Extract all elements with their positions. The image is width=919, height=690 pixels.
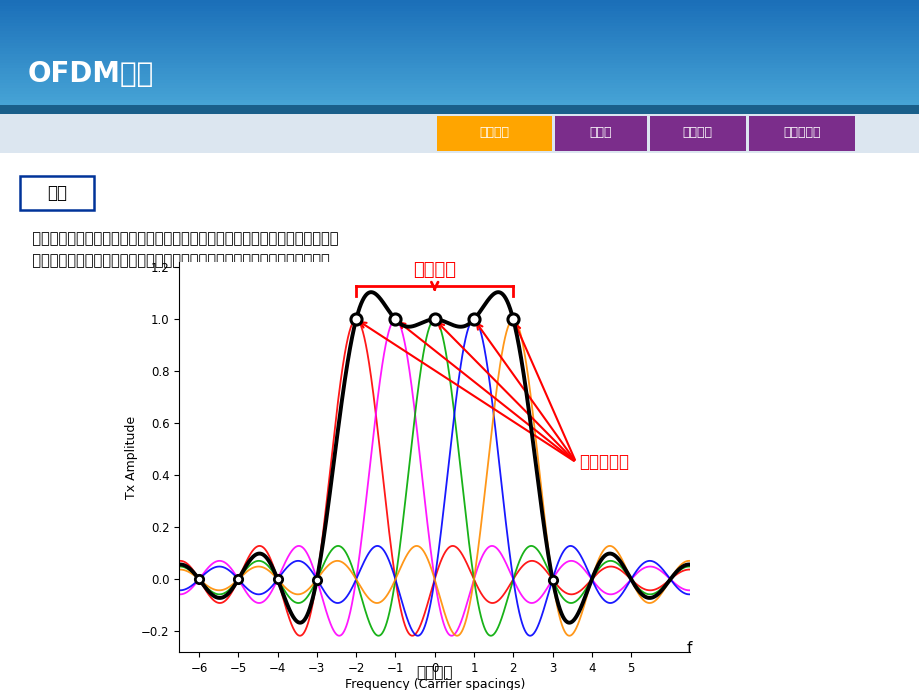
Bar bbox=[0, 79, 919, 83]
Bar bbox=[0, 51, 919, 54]
Bar bbox=[0, 17, 919, 20]
Bar bbox=[0, 34, 919, 37]
Bar bbox=[0, 14, 919, 17]
Text: OFDM概述: OFDM概述 bbox=[28, 60, 153, 88]
Bar bbox=[0, 26, 919, 28]
Text: 物理信道: 物理信道 bbox=[682, 126, 712, 139]
Bar bbox=[0, 94, 919, 97]
Bar bbox=[0, 99, 919, 103]
Bar bbox=[0, 74, 919, 77]
Text: 关键技术: 关键技术 bbox=[479, 126, 509, 139]
Bar bbox=[748, 116, 854, 151]
Bar bbox=[0, 77, 919, 80]
Bar bbox=[0, 111, 919, 114]
Bar bbox=[0, 97, 919, 99]
Bar bbox=[0, 3, 919, 6]
Bar bbox=[0, 57, 919, 60]
X-axis label: Frequency (Carrier spacings): Frequency (Carrier spacings) bbox=[344, 678, 525, 690]
Text: 概念: 概念 bbox=[47, 184, 67, 202]
Bar bbox=[0, 106, 919, 108]
Bar bbox=[20, 176, 94, 210]
Text: f: f bbox=[686, 640, 691, 656]
Bar bbox=[0, 48, 919, 51]
Bar bbox=[0, 8, 919, 11]
Bar bbox=[0, 11, 919, 14]
Bar bbox=[0, 83, 919, 86]
Bar bbox=[0, 66, 919, 68]
Bar bbox=[649, 116, 745, 151]
Bar bbox=[0, 105, 919, 114]
Bar bbox=[437, 116, 551, 151]
Text: 宽频信道: 宽频信道 bbox=[413, 261, 456, 279]
Text: 频域波形: 频域波形 bbox=[416, 665, 452, 680]
Bar bbox=[0, 23, 919, 26]
Bar bbox=[0, 46, 919, 48]
Bar bbox=[0, 91, 919, 94]
Y-axis label: Tx Amplitude: Tx Amplitude bbox=[125, 415, 138, 499]
Bar bbox=[0, 43, 919, 46]
Bar bbox=[0, 108, 919, 111]
Bar bbox=[0, 31, 919, 34]
Bar bbox=[0, 6, 919, 8]
Text: 将高速数据信号转换成并行的低速子数据流，调制到每个子信道上进行传输。: 将高速数据信号转换成并行的低速子数据流，调制到每个子信道上进行传输。 bbox=[23, 253, 329, 268]
Text: 正交频分复用技术，多载波调制的一种。将一个宽频信道分成若干正交子信道，: 正交频分复用技术，多载波调制的一种。将一个宽频信道分成若干正交子信道， bbox=[23, 232, 338, 246]
Bar bbox=[0, 40, 919, 43]
Bar bbox=[0, 0, 919, 3]
Bar bbox=[0, 37, 919, 40]
Text: 物理层过程: 物理层过程 bbox=[782, 126, 820, 139]
Bar bbox=[0, 68, 919, 71]
Bar bbox=[0, 60, 919, 63]
Text: 正交子信道: 正交子信道 bbox=[579, 453, 629, 471]
Bar bbox=[0, 54, 919, 57]
Bar bbox=[0, 63, 919, 66]
Bar bbox=[0, 28, 919, 31]
Bar bbox=[0, 20, 919, 23]
Bar bbox=[0, 88, 919, 91]
Bar bbox=[0, 86, 919, 88]
Bar bbox=[0, 102, 919, 106]
Bar bbox=[554, 116, 646, 151]
Bar bbox=[0, 71, 919, 74]
Text: 帧结构: 帧结构 bbox=[589, 126, 611, 139]
